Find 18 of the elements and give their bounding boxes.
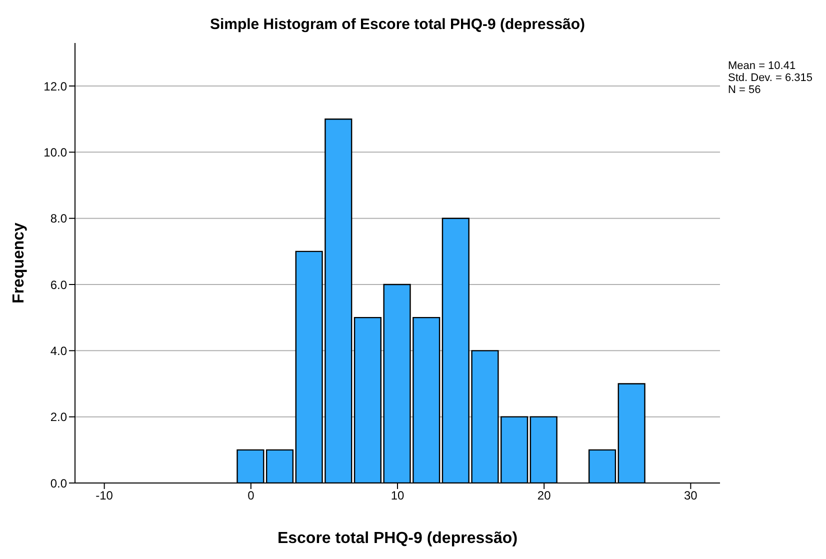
y-tick-label: 12.0 <box>44 79 68 94</box>
y-tick-label: 0.0 <box>50 476 68 490</box>
y-tick-label: 2.0 <box>50 410 68 424</box>
text: N = 56 <box>728 84 762 96</box>
x-tick-label: 0 <box>248 488 255 503</box>
text: Mean = 10.41 <box>728 60 797 72</box>
y-tick-label: 4.0 <box>50 344 68 358</box>
x-tick-label: 10 <box>390 488 404 503</box>
y-tick-label: 8.0 <box>50 212 68 226</box>
y-tick-label: 6.0 <box>50 278 68 292</box>
x-tick-label: 20 <box>537 488 552 503</box>
x-axis-title: Escore total PHQ-9 (depressão) <box>277 530 518 547</box>
chart-title: Simple Histogram of Escore total PHQ-9 (depressão) <box>208 16 586 33</box>
y-axis-title: Frequency <box>10 222 28 304</box>
x-tick-label: -10 <box>96 488 114 503</box>
text: Std. Dev. = 6.315 <box>728 72 812 84</box>
x-tick-label: 30 <box>684 488 698 503</box>
y-tick-label: 10.0 <box>44 145 68 160</box>
